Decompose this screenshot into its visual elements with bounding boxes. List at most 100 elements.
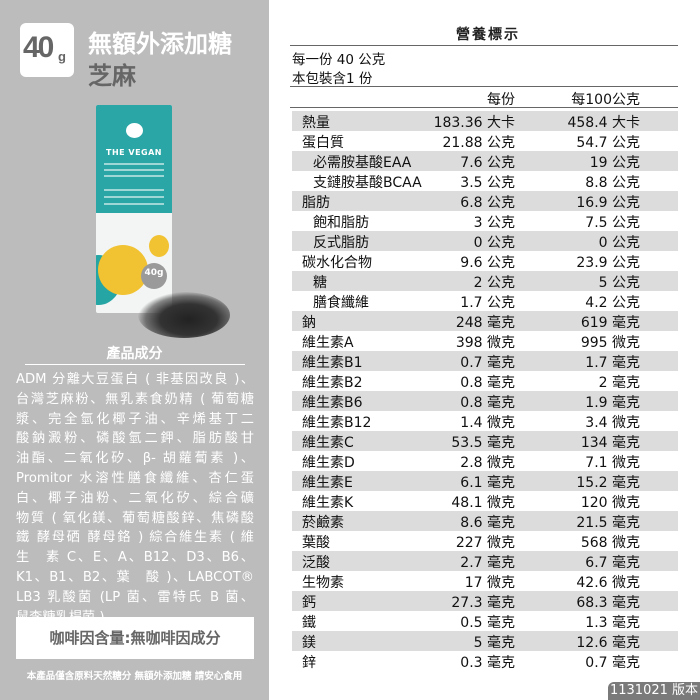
ingredients-line: 台灣芝麻粉、無乳素食奶精 ( 葡萄糖 <box>16 391 254 407</box>
per-serving-value: 0.7 毫克 <box>460 355 515 371</box>
per-100g-value: 68.3 毫克 <box>576 595 640 611</box>
nutrition-row: 菸鹼素 8.6 毫克 21.5 毫克 <box>292 511 678 531</box>
nutrient-name: 維生素B1 <box>302 355 363 371</box>
column-header-per-serving: 每份 <box>487 92 515 108</box>
per-100g-value: 8.8 公克 <box>585 175 640 191</box>
ingredients-line: LB3 乳酸菌 (LP 菌、雷特氏 B 菌、 <box>16 589 254 605</box>
per-serving-value: 6.1 毫克 <box>460 475 515 491</box>
nutrient-name: 碳水化合物 <box>302 255 372 271</box>
nutrient-name: 維生素D <box>302 455 355 471</box>
per-100g-value: 568 微克 <box>580 535 640 551</box>
nutrition-row: 脂肪 6.8 公克 16.9 公克 <box>292 191 678 211</box>
nutrition-row: 熱量 183.36 大卡 458.4 大卡 <box>292 111 678 131</box>
per-serving-value: 0 公克 <box>473 235 515 251</box>
ingredients-line: 酸鈉澱粉、磷酸氫二鉀、脂肪酸甘 <box>16 431 254 447</box>
per-serving-value: 1.4 微克 <box>460 415 515 431</box>
per-serving-value: 0.8 毫克 <box>460 375 515 391</box>
per-serving-value: 5 毫克 <box>473 635 515 651</box>
per-100g-value: 134 毫克 <box>580 435 640 451</box>
nutrition-row: 維生素B2 0.8 毫克 2 毫克 <box>292 371 678 391</box>
nutrition-row: 維生素K 48.1 微克 120 微克 <box>292 491 678 511</box>
per-serving-value: 1.7 公克 <box>460 295 515 311</box>
nutrient-name: 維生素A <box>302 335 354 351</box>
nutrition-row: 維生素B6 0.8 毫克 1.9 毫克 <box>292 391 678 411</box>
nutrient-name: 糖 <box>313 275 327 291</box>
package-weight-badge: 40g <box>141 263 167 289</box>
nutrient-name: 膳食纖維 <box>313 295 369 311</box>
per-100g-value: 3.4 微克 <box>585 415 640 431</box>
nutrient-name: 維生素B2 <box>302 375 363 391</box>
serving-size: 每一份 40 公克 <box>292 52 386 68</box>
divider <box>290 45 678 46</box>
package-brand: THE VEGAN <box>105 148 162 157</box>
nutrition-title: 營養標示 <box>456 27 520 43</box>
nutrition-row: 蛋白質 21.88 公克 54.7 公克 <box>292 131 678 151</box>
ingredients-text: ADM 分離大豆蛋白 ( 非基因改良 )、 台灣芝麻粉、無乳素食奶精 ( 葡萄糖漿… <box>16 370 254 627</box>
product-title: 無額外添加糖 <box>88 30 232 58</box>
per-serving-value: 27.3 毫克 <box>451 595 515 611</box>
per-serving-value: 8.6 毫克 <box>460 515 515 531</box>
per-serving-value: 183.36 大卡 <box>433 115 515 131</box>
divider <box>25 364 245 365</box>
per-serving-value: 48.1 微克 <box>451 495 515 511</box>
nutrient-name: 鈣 <box>302 595 316 611</box>
per-100g-value: 619 毫克 <box>580 315 640 331</box>
ingredients-heading: 產品成分 <box>106 346 163 362</box>
ingredients-line: 油酯、二氧化矽、β- 胡蘿蔔素 )、 <box>16 451 254 467</box>
per-100g-value: 2 毫克 <box>598 375 640 391</box>
weight-badge: 40 g <box>20 23 74 77</box>
nutrient-name: 反式脂肪 <box>313 235 369 251</box>
nutrition-row: 糖 2 公克 5 公克 <box>292 271 678 291</box>
ingredients-line: 白、椰子油粉、二氧化矽、綜合礦 <box>16 490 254 506</box>
nutrition-row: 鐵 0.5 毫克 1.3 毫克 <box>292 611 678 631</box>
per-serving-value: 3 公克 <box>473 215 515 231</box>
ingredients-line: 生 素 C、E、A、B12、D3、B6、 <box>16 550 254 566</box>
nutrition-row: 維生素B1 0.7 毫克 1.7 毫克 <box>292 351 678 371</box>
per-serving-value: 0.8 毫克 <box>460 395 515 411</box>
nutrition-row: 葉酸 227 微克 568 微克 <box>292 531 678 551</box>
per-100g-value: 6.7 毫克 <box>585 555 640 571</box>
per-100g-value: 21.5 毫克 <box>576 515 640 531</box>
per-100g-value: 12.6 毫克 <box>576 635 640 651</box>
weight-unit: g <box>58 49 66 64</box>
nutrient-name: 菸鹼素 <box>302 515 344 531</box>
column-header-per-100g: 每100公克 <box>571 92 640 108</box>
per-serving-value: 2.7 毫克 <box>460 555 515 571</box>
nutrient-name: 熱量 <box>302 115 330 131</box>
per-100g-value: 19 公克 <box>589 155 640 171</box>
nutrient-name: 維生素C <box>302 435 354 451</box>
nutrition-row: 生物素 17 微克 42.6 微克 <box>292 571 678 591</box>
per-100g-value: 1.3 毫克 <box>585 615 640 631</box>
servings-per-pack: 本包裝含1 份 <box>292 71 373 87</box>
per-100g-value: 1.9 毫克 <box>585 395 640 411</box>
per-100g-value: 5 公克 <box>598 275 640 291</box>
nutrient-name: 飽和脂肪 <box>313 215 369 231</box>
nutrition-row: 泛酸 2.7 毫克 6.7 毫克 <box>292 551 678 571</box>
nutrient-name: 蛋白質 <box>302 135 344 151</box>
nutrition-row: 反式脂肪 0 公克 0 公克 <box>292 231 678 251</box>
nutrient-name: 支鏈胺基酸BCAA <box>313 175 422 191</box>
nutrient-name: 鐵 <box>302 615 316 631</box>
nutrient-name: 維生素K <box>302 495 354 511</box>
nutrient-name: 泛酸 <box>302 555 330 571</box>
nutrition-row: 鈣 27.3 毫克 68.3 毫克 <box>292 591 678 611</box>
nutrition-facts-panel: 營養標示 每一份 40 公克 本包裝含1 份 每份 每100公克 熱量 183.3… <box>270 0 700 700</box>
per-serving-value: 0.3 毫克 <box>460 655 515 671</box>
per-100g-value: 16.9 公克 <box>576 195 640 211</box>
per-serving-value: 21.88 公克 <box>442 135 515 151</box>
ingredients-line: 鐵 酵母硒 酵母鉻 ) 綜合維生素 ( 維 <box>16 530 254 546</box>
per-serving-value: 2.8 微克 <box>460 455 515 471</box>
nutrient-name: 脂肪 <box>302 195 330 211</box>
per-100g-value: 458.4 大卡 <box>567 115 640 131</box>
nutrition-row: 鈉 248 毫克 619 毫克 <box>292 311 678 331</box>
nutrient-name: 維生素B12 <box>302 415 372 431</box>
nutrition-row: 維生素D 2.8 微克 7.1 微克 <box>292 451 678 471</box>
version-badge: 1131021 版本 <box>608 682 700 700</box>
nutrient-name: 鈉 <box>302 315 316 331</box>
nutrition-row: 支鏈胺基酸BCAA 3.5 公克 8.8 公克 <box>292 171 678 191</box>
ingredients-line: K1、B1、B2、葉 酸 )、LABCOT® <box>16 569 254 585</box>
per-100g-value: 4.2 公克 <box>585 295 640 311</box>
per-100g-value: 42.6 微克 <box>576 575 640 591</box>
ingredients-line: 漿、完全氫化椰子油、辛烯基丁二 <box>16 411 254 427</box>
nutrition-row: 鎂 5 毫克 12.6 毫克 <box>292 631 678 651</box>
